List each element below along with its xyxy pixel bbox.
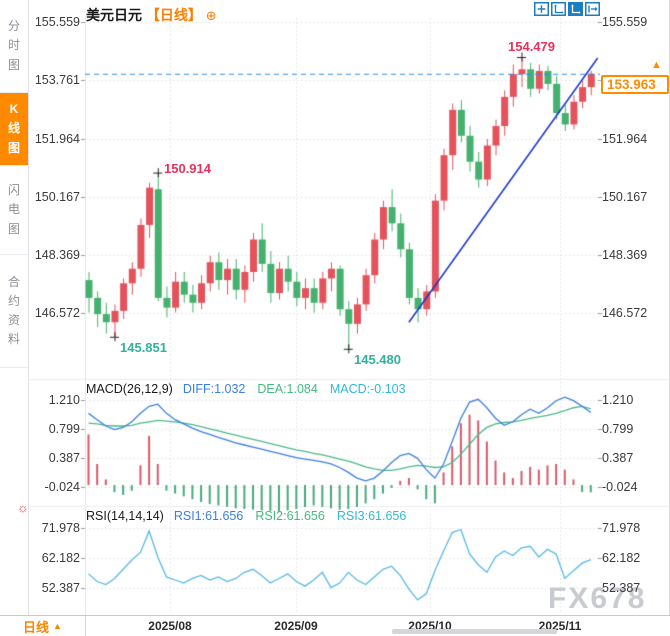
axis-tick-label: 52.387 (602, 581, 641, 595)
period-dropdown-arrow-icon: ▲ (53, 621, 62, 631)
axis-tick-label: 62.182 (41, 551, 80, 565)
macd-header: MACD(26,12,9) DIFF:1.032 DEA:1.084 MACD:-0.… (86, 382, 406, 396)
chart-title: 美元日元 【日线】 ⊕ (86, 5, 217, 25)
axis-tick-label: 0.387 (602, 451, 634, 465)
axis-tick-label: 0.799 (48, 422, 80, 436)
x-axis-month-label: 2025/08 (148, 619, 192, 633)
indicator-settings-icon[interactable]: ☼ (17, 500, 29, 515)
current-price-tag: 153.963 (601, 75, 669, 94)
axis-tick-label: 146.572 (34, 306, 80, 320)
price-up-arrow-icon: ▲ (651, 59, 662, 71)
macd-dea-value: DEA:1.084 (257, 382, 318, 396)
add-indicator-icon[interactable]: ⊕ (205, 8, 217, 23)
axis-tick-label: 1.210 (602, 393, 634, 407)
horizontal-scrollbar-thumb[interactable] (392, 629, 557, 634)
exit-fullscreen-icon[interactable] (585, 2, 600, 16)
axis-range-icon[interactable] (551, 2, 566, 16)
axis-tick-label: 151.964 (34, 132, 80, 146)
axis-tick-label: 155.559 (602, 15, 648, 29)
x-axis-month-label: 2025/09 (274, 619, 318, 633)
axis-tick-label: -0.024 (44, 480, 80, 494)
period-selector-label: 日线 (23, 619, 50, 635)
period-selector[interactable]: 日线 ▲ (0, 616, 86, 636)
axis-tick-label: 52.387 (41, 581, 80, 595)
high-annotation: 150.914 (164, 161, 211, 176)
low-annotation: 145.851 (120, 340, 167, 355)
axis-tick-label: -0.024 (602, 480, 638, 494)
axis-tick-label: 153.761 (34, 73, 80, 87)
chart-toolbar (534, 2, 600, 16)
axis-tick-label: 71.978 (602, 521, 641, 535)
macd-title: MACD(26,12,9) (86, 382, 173, 396)
axis-tick-label: 0.799 (602, 422, 634, 436)
axis-tick-label: 148.369 (602, 248, 648, 262)
axis-tick-label: 146.572 (602, 306, 648, 320)
rsi-title: RSI(14,14,14) (86, 509, 164, 523)
axis-tick-label: 151.964 (602, 132, 648, 146)
low-annotation: 145.480 (354, 352, 401, 367)
axis-tick-label: 71.978 (41, 521, 80, 535)
high-annotation: 154.479 (508, 39, 555, 54)
axis-tick-label: 155.559 (34, 15, 80, 29)
axis-zoom-active-icon[interactable] (568, 2, 583, 16)
rsi-header: RSI(14,14,14) RSI1:61.656 RSI2:61.656 RSI3:… (86, 509, 406, 523)
rsi3-value: RSI3:61.656 (336, 509, 407, 523)
macd-diff-value: DIFF:1.032 (182, 382, 246, 396)
axis-tick-label: 150.167 (602, 190, 648, 204)
bottom-axis-bar: 日线 ▲ 2025/08 2025/09 2025/10 2025/11 (0, 615, 670, 636)
axis-tick-label: 150.167 (34, 190, 80, 204)
macd-macd-value: MACD:-0.103 (329, 382, 406, 396)
axis-tick-label: 62.182 (602, 551, 641, 565)
crosshair-icon[interactable] (534, 2, 549, 16)
axis-tick-label: 0.387 (48, 451, 80, 465)
period-tag: 【日线】 (145, 7, 202, 23)
axis-tick-label: 1.210 (48, 393, 80, 407)
rsi2-value: RSI2:61.656 (255, 509, 325, 523)
axis-tick-label: 148.369 (34, 248, 80, 262)
watermark: FX678 (548, 582, 647, 615)
symbol-name: 美元日元 (86, 7, 142, 23)
rsi1-value: RSI1:61.656 (173, 509, 244, 523)
